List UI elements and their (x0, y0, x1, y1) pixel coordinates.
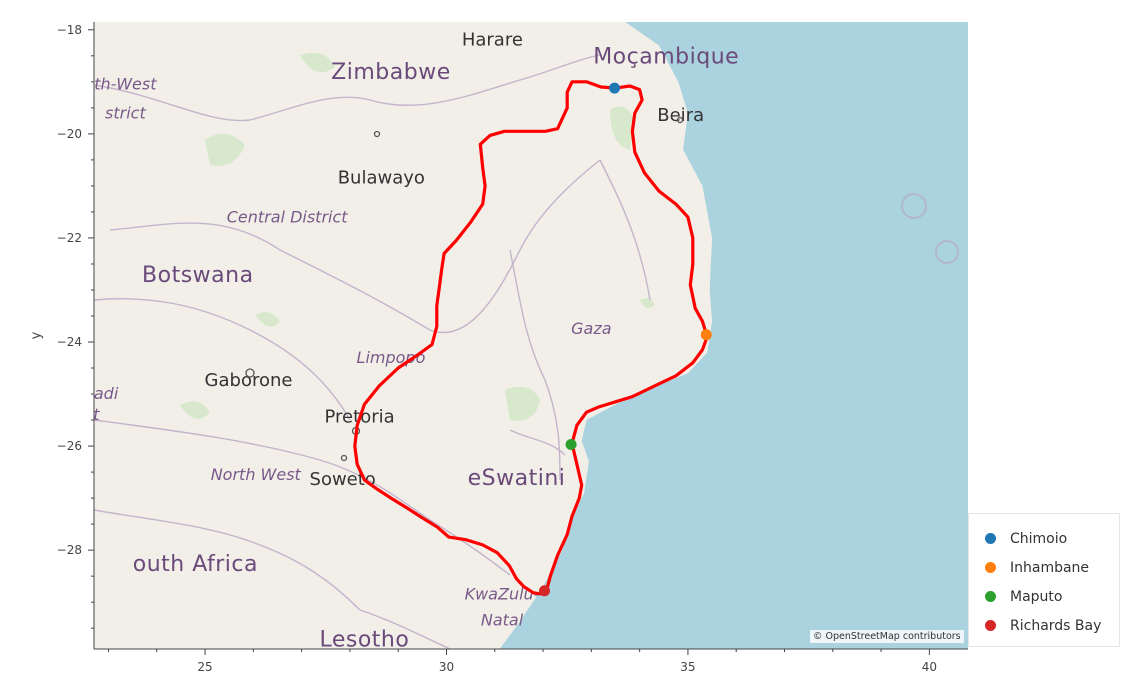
y-tick-label: −26 (57, 439, 82, 453)
legend-swatch-chimoio (985, 533, 996, 544)
attribution-suffix: contributors (899, 631, 961, 642)
basemap-tiles: Harare Moçambique Zimbabwe Beira th-West stri… (93, 22, 968, 652)
legend: Chimoio Inhambane Maputo Richards Bay (968, 513, 1120, 647)
map-labels: Harare Moçambique Zimbabwe Beira th-West stri… (93, 29, 739, 652)
map-label: Gaborone (205, 370, 293, 391)
map-label: KwaZulu- (465, 585, 540, 604)
map-label: Beira (657, 105, 704, 126)
map-label: Gaza (571, 319, 611, 338)
map-label: Soweto (310, 469, 376, 490)
legend-swatch-inhambane (985, 562, 996, 573)
map-label: eSwatini (468, 466, 566, 491)
point-richards-bay (539, 585, 551, 597)
map-label: Natal (481, 611, 524, 630)
x-axis: 25 30 35 40 (94, 648, 968, 674)
y-axis: −18 −20 −22 −24 −26 −28 (57, 22, 95, 649)
route-line (353, 80, 709, 596)
x-tick-label: 40 (922, 660, 937, 674)
map-label: North West (211, 465, 302, 484)
legend-label: Maputo (1010, 588, 1063, 605)
map-label: strict (105, 103, 146, 122)
y-axis-title: y (29, 331, 44, 339)
ocean-water (499, 22, 968, 649)
osm-link[interactable]: OpenStreetMap (825, 631, 900, 642)
map-label: Botswana (142, 263, 254, 288)
y-tick-label: −20 (57, 127, 82, 141)
map-label: Moçambique (593, 45, 739, 70)
map-label: Bulawayo (338, 167, 425, 188)
map-label: Central District (227, 207, 349, 226)
x-tick-label: 30 (439, 660, 454, 674)
legend-item-maputo[interactable]: Maputo (985, 582, 1119, 611)
map-label: Harare (462, 29, 523, 50)
legend-label: Chimoio (1010, 530, 1068, 547)
map-label: Lesotho (319, 627, 409, 652)
y-tick-label: −28 (57, 543, 82, 557)
map-label: t (93, 405, 100, 424)
legend-swatch-richards-bay (985, 620, 996, 631)
legend-label: Inhambane (1010, 559, 1090, 576)
islands (901, 193, 959, 264)
map-label: Zimbabwe (331, 60, 451, 85)
map-label: th-West (94, 75, 157, 94)
map-label: adi (94, 384, 119, 403)
legend-item-chimoio[interactable]: Chimoio (985, 524, 1119, 553)
point-chimoio (609, 82, 621, 94)
x-tick-label: 35 (680, 660, 695, 674)
attribution-prefix: © (813, 631, 826, 642)
y-tick-label: −24 (57, 335, 82, 349)
point-inhambane (700, 329, 712, 341)
admin-borders (94, 54, 651, 649)
legend-swatch-maputo (985, 591, 996, 602)
y-tick-label: −22 (57, 231, 82, 245)
y-tick-label: −18 (57, 23, 82, 37)
location-points (539, 82, 712, 597)
map-attribution: © OpenStreetMap contributors (810, 630, 964, 643)
point-maputo (565, 439, 577, 451)
legend-item-inhambane[interactable]: Inhambane (985, 553, 1119, 582)
x-tick-label: 25 (197, 660, 212, 674)
vegetation-patches (180, 52, 655, 421)
legend-label: Richards Bay (1010, 617, 1102, 634)
legend-item-richards-bay[interactable]: Richards Bay (985, 611, 1119, 640)
map-label: outh Africa (133, 552, 258, 577)
